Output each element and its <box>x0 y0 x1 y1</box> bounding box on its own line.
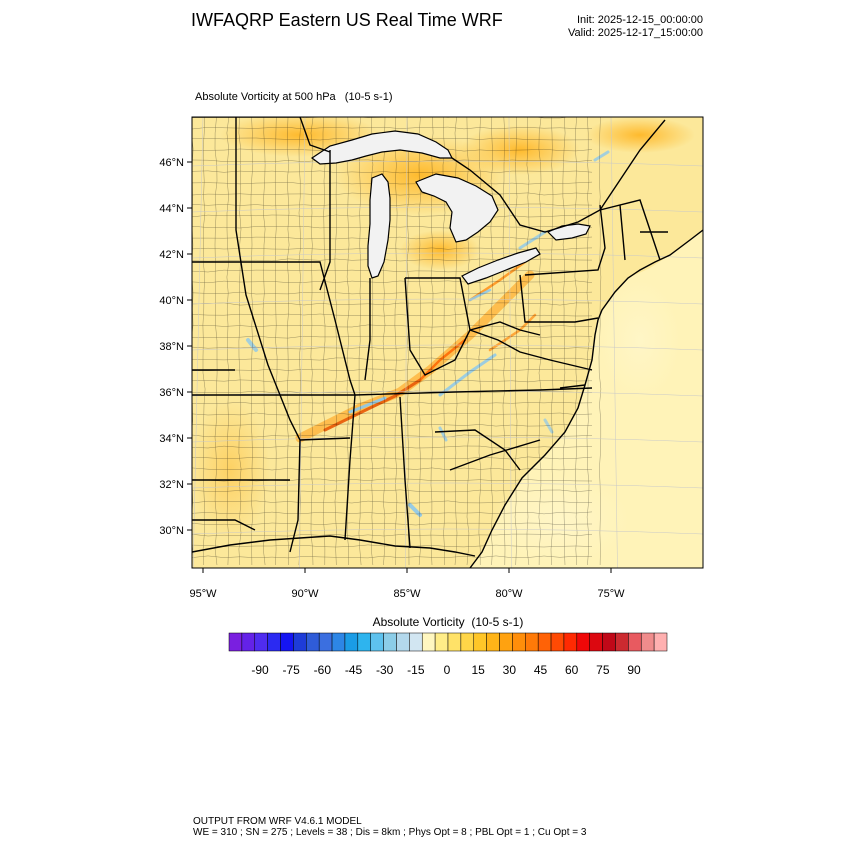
colorbar-swatch <box>383 632 397 652</box>
colorbar-tick-label: 30 <box>503 663 517 677</box>
colorbar-tick-label: 75 <box>596 663 610 677</box>
lat-tick-label: 36°N <box>159 387 184 399</box>
lake-huron <box>415 173 499 243</box>
colorbar-swatch <box>344 632 359 652</box>
colorbar-swatch <box>460 632 475 652</box>
state-borders <box>192 117 703 568</box>
colorbar-swatch <box>293 632 307 652</box>
colorbar-tick-label: -15 <box>407 663 425 677</box>
colorbar-tick-label: -90 <box>251 663 269 677</box>
colorbar-swatch <box>228 632 243 652</box>
footer-model-line: OUTPUT FROM WRF V4.6.1 MODEL <box>193 816 362 827</box>
colorbar-title: Absolute Vorticity (10-5 s-1) <box>372 615 524 629</box>
colorbar-swatch <box>318 632 333 652</box>
colorbar-swatch <box>267 632 281 652</box>
lat-tick-label: 46°N <box>159 157 184 169</box>
county-boundaries <box>192 117 602 566</box>
lon-tick-label: 95°W <box>189 588 217 600</box>
colorbar-swatch <box>241 632 256 652</box>
colorbar-swatch <box>447 632 462 652</box>
colorbar-tick-label: 90 <box>627 663 641 677</box>
colorbar-swatch <box>589 632 603 652</box>
lon-tick-label: 80°W <box>495 588 523 600</box>
colorbar-swatch <box>640 632 655 652</box>
lon-tick-label: 90°W <box>291 588 319 600</box>
colorbar-swatch <box>563 632 578 652</box>
colorbar-swatch <box>499 632 513 652</box>
lat-tick-label: 34°N <box>159 433 184 445</box>
colorbar-tick-label: -60 <box>314 663 332 677</box>
coastline <box>469 229 703 568</box>
atlantic-ocean <box>470 117 703 568</box>
colorbar-swatch <box>653 632 668 652</box>
colorbar-swatch <box>537 632 552 652</box>
colorbar-swatch <box>525 632 539 652</box>
lon-tick-label: 75°W <box>597 588 625 600</box>
colorbar-swatch <box>409 632 423 652</box>
lat-tick-label: 38°N <box>159 341 184 353</box>
colorbar-swatch <box>280 632 294 652</box>
colorbar-tick-label: 15 <box>471 663 485 677</box>
colorbar-swatch <box>357 632 371 652</box>
lon-tick-label: 85°W <box>393 588 421 600</box>
colorbar-swatch <box>602 632 616 652</box>
lat-tick-label: 32°N <box>159 479 184 491</box>
canada-border <box>192 117 666 233</box>
colorbar-swatch <box>512 632 526 652</box>
colorbar-swatch <box>615 632 629 652</box>
colorbar-tick-label: 0 <box>444 663 451 677</box>
footer-config-line: WE = 310 ; SN = 275 ; Levels = 38 ; Dis … <box>193 827 587 838</box>
colorbar-swatch <box>331 632 346 652</box>
colorbar-swatch <box>254 632 268 652</box>
colorbar-swatch <box>550 632 565 652</box>
map-axes: 46°N 44°N 42°N 40°N 38°N 36°N 34°N 32°N 30°N 95°W… <box>159 157 625 600</box>
lat-tick-label: 40°N <box>159 295 184 307</box>
great-lakes <box>310 130 591 285</box>
lat-tick-label: 44°N <box>159 203 184 215</box>
colorbar-swatch <box>396 632 410 652</box>
colorbar-swatch <box>473 632 487 652</box>
lake-superior <box>310 130 453 165</box>
map-frame <box>191 116 704 569</box>
valid-time: Valid: 2025-12-17_15:00:00 <box>568 27 703 39</box>
colorbar-tick-label: -30 <box>376 663 394 677</box>
lat-tick-label: 30°N <box>159 525 184 537</box>
colorbar-tick-label: -75 <box>282 663 300 677</box>
colorbar-swatch <box>370 632 384 652</box>
colorbar-swatch <box>486 632 500 652</box>
map-area <box>192 117 703 568</box>
colorbar-swatch <box>434 632 449 652</box>
colorbar-tick-label: -45 <box>345 663 363 677</box>
colorbar-swatch <box>421 632 436 652</box>
colorbar-swatch <box>306 632 320 652</box>
colorbar-swatch <box>576 632 590 652</box>
colorbar-swatch <box>628 632 642 652</box>
main-title: IWFAQRP Eastern US Real Time WRF <box>191 10 503 30</box>
lake-michigan <box>367 173 391 279</box>
lake-erie <box>461 247 541 285</box>
colorbar-tick-label: 45 <box>534 663 548 677</box>
init-time: Init: 2025-12-15_00:00:00 <box>577 14 703 26</box>
colorbar: -90 -75 -60 -45 -30 -15 0 15 30 45 60 75 90 <box>228 632 668 677</box>
lat-tick-label: 42°N <box>159 249 184 261</box>
field-label: Absolute Vorticity at 500 hPa (10-5 s-1) <box>195 91 393 103</box>
colorbar-tick-label: 60 <box>565 663 579 677</box>
